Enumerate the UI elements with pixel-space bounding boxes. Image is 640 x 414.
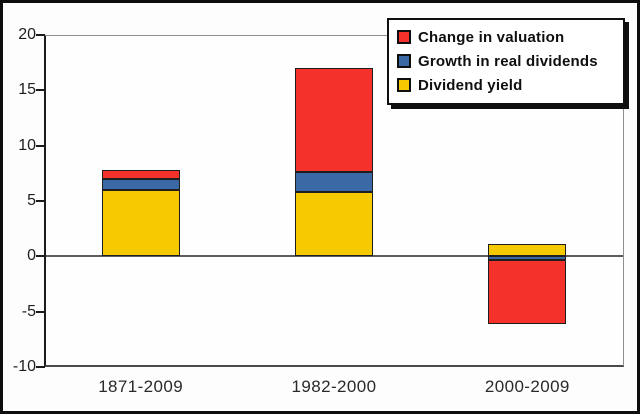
x-axis-label: 1871-2009	[98, 377, 184, 396]
legend-label: Growth in real dividends	[418, 52, 598, 70]
y-tick-label: 5	[27, 192, 36, 209]
y-tick-label: 20	[18, 26, 36, 43]
bar-segment-dividend-yield	[295, 192, 373, 257]
legend-entry-change-in-valuation: Change in valuation	[397, 25, 617, 49]
y-tick-mark	[36, 255, 45, 258]
y-tick-mark	[36, 310, 45, 313]
zero-gridline	[46, 255, 623, 258]
legend-entry-growth-in-real-dividends: Growth in real dividends	[397, 49, 617, 73]
y-tick-label: 10	[18, 136, 36, 154]
y-tick-mark	[36, 366, 45, 368]
bar-segment-dividend-yield	[101, 189, 180, 257]
x-axis-label: 2000-2009	[484, 377, 570, 396]
bar-segment-growth-in-real-dividends	[295, 172, 373, 193]
bar-segment-change-in-valuation	[295, 68, 373, 173]
bar-segment-change-in-valuation	[101, 170, 180, 179]
y-tick-label: 15	[18, 81, 36, 99]
legend: Change in valuation Growth in real divide…	[387, 18, 625, 105]
legend-swatch-icon	[397, 54, 411, 68]
y-tick-mark	[36, 144, 45, 147]
y-tick-label: 0	[27, 247, 36, 265]
legend-entry-dividend-yield: Dividend yield	[397, 73, 617, 97]
y-tick-mark	[36, 34, 45, 36]
bar-segment-growth-in-real-dividends	[101, 178, 180, 190]
y-tick-label: -5	[21, 302, 36, 320]
y-tick-mark	[36, 200, 45, 202]
legend-label: Dividend yield	[418, 76, 523, 94]
legend-swatch-icon	[397, 30, 411, 44]
bar-segment-growth-in-real-dividends	[488, 256, 567, 260]
legend-swatch-icon	[397, 78, 411, 92]
y-tick-mark	[36, 89, 45, 92]
legend-label: Change in valuation	[418, 28, 565, 46]
x-axis-label: 1982-2000	[291, 377, 377, 396]
bar-segment-dividend-yield	[488, 244, 567, 257]
legend-rows: Change in valuation Growth in real divide…	[397, 25, 617, 97]
bar-segment-change-in-valuation	[488, 259, 567, 324]
y-tick-label: -10	[12, 358, 36, 375]
